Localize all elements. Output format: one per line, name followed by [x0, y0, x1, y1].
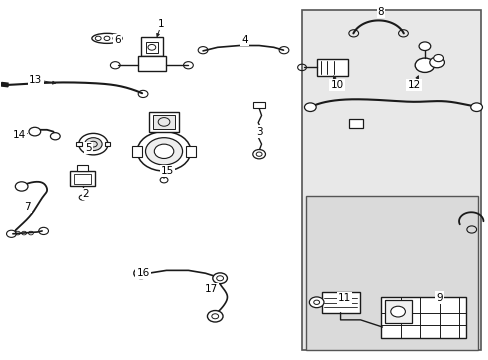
Circle shape	[29, 127, 41, 136]
Circle shape	[137, 132, 190, 171]
Circle shape	[79, 134, 108, 155]
Circle shape	[390, 306, 405, 317]
Bar	[321, 292, 359, 313]
Circle shape	[212, 273, 227, 284]
Bar	[74, 174, 91, 184]
Bar	[141, 37, 162, 56]
Bar	[384, 300, 411, 323]
Circle shape	[134, 268, 148, 279]
Text: 8: 8	[377, 7, 384, 17]
Circle shape	[145, 138, 182, 165]
Bar	[70, 171, 95, 186]
Circle shape	[433, 54, 443, 62]
Text: 10: 10	[330, 80, 343, 90]
Bar	[146, 42, 158, 53]
Text: 5: 5	[85, 143, 92, 153]
Text: 6: 6	[114, 35, 121, 45]
Circle shape	[84, 138, 102, 150]
Bar	[185, 146, 195, 157]
Text: 17: 17	[204, 284, 218, 294]
Circle shape	[15, 182, 28, 191]
Bar	[77, 165, 88, 171]
Polygon shape	[1, 82, 8, 87]
Bar	[138, 56, 165, 71]
Circle shape	[429, 57, 444, 68]
Circle shape	[304, 103, 316, 112]
Circle shape	[252, 149, 265, 159]
Text: 13: 13	[29, 75, 42, 85]
Bar	[305, 196, 477, 350]
Text: 4: 4	[241, 35, 247, 45]
Text: 11: 11	[337, 293, 350, 303]
Text: 9: 9	[435, 293, 442, 303]
Text: 16: 16	[136, 268, 149, 278]
Circle shape	[50, 133, 60, 140]
Text: 1: 1	[158, 19, 164, 29]
Bar	[132, 146, 142, 157]
Text: 7: 7	[24, 202, 31, 212]
Text: 15: 15	[161, 166, 174, 176]
Text: 2: 2	[82, 189, 89, 199]
Circle shape	[418, 42, 430, 50]
Bar	[76, 142, 82, 146]
Text: 3: 3	[255, 127, 262, 136]
Circle shape	[414, 58, 434, 72]
Circle shape	[470, 103, 482, 112]
Bar	[348, 119, 362, 128]
Bar	[153, 115, 174, 129]
Circle shape	[309, 297, 324, 308]
Text: 14: 14	[13, 130, 26, 140]
Bar	[253, 102, 264, 108]
Bar	[149, 112, 178, 132]
Bar	[302, 10, 481, 350]
Bar	[380, 297, 466, 338]
Bar	[316, 59, 347, 76]
Text: 12: 12	[407, 80, 420, 90]
Bar	[104, 142, 110, 146]
Circle shape	[154, 144, 173, 158]
Circle shape	[207, 311, 223, 322]
